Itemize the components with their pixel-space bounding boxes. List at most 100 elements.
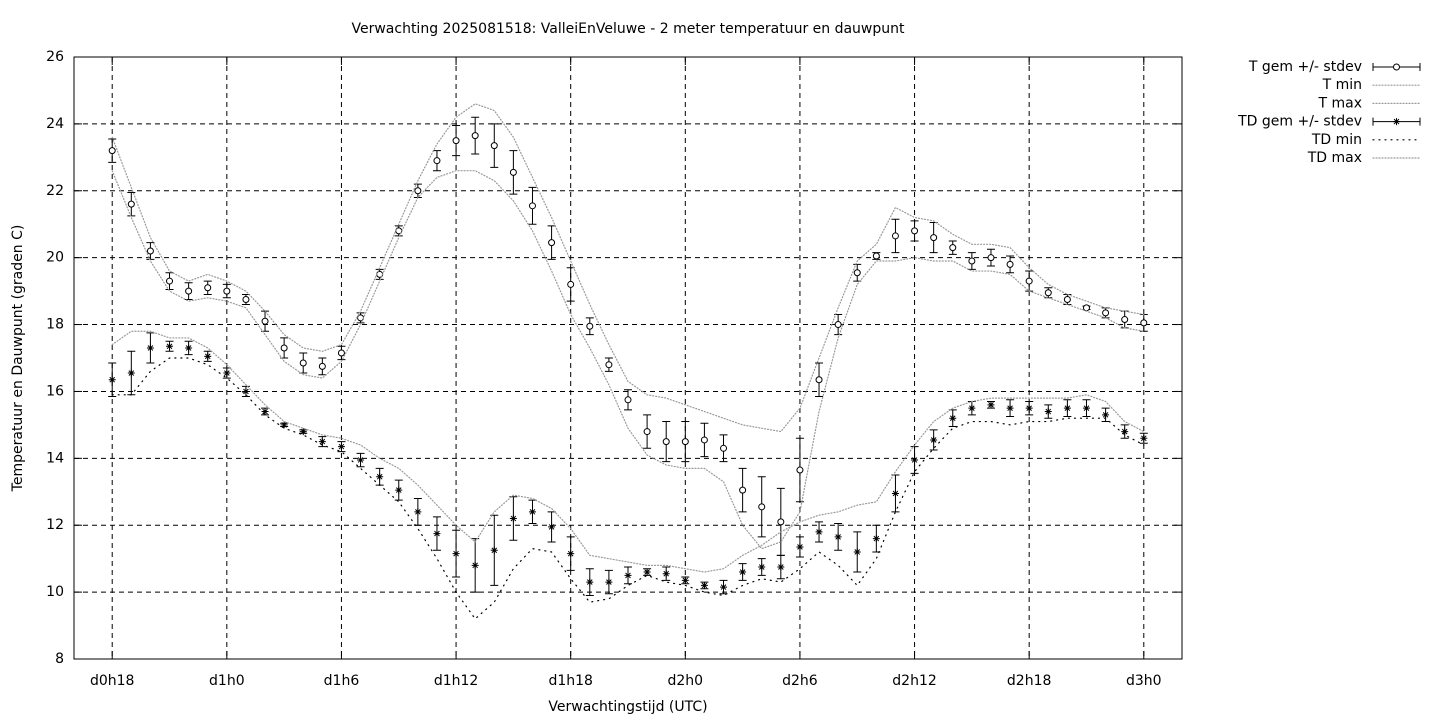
marker xyxy=(1025,404,1033,412)
y-tick-label: 8 xyxy=(55,651,64,667)
marker xyxy=(433,157,441,165)
marker xyxy=(1044,289,1052,297)
legend-marker xyxy=(1393,63,1400,71)
marker xyxy=(204,352,212,360)
marker xyxy=(1063,295,1071,303)
marker xyxy=(872,252,880,260)
marker xyxy=(357,456,365,464)
marker xyxy=(433,530,441,538)
series-line xyxy=(111,330,1145,573)
marker xyxy=(452,550,460,558)
x-tick-label: d1h0 xyxy=(209,673,245,689)
marker xyxy=(204,284,212,292)
y-tick-label: 26 xyxy=(46,49,64,65)
marker xyxy=(299,359,307,367)
legend-label: T gem +/- stdev xyxy=(1248,59,1362,75)
marker xyxy=(605,578,613,586)
marker xyxy=(146,247,154,255)
marker xyxy=(1044,408,1052,416)
marker xyxy=(509,168,517,176)
marker xyxy=(949,414,957,422)
marker xyxy=(223,369,231,377)
marker xyxy=(624,396,632,404)
y-tick-label: 10 xyxy=(46,584,64,600)
marker xyxy=(891,232,899,240)
marker xyxy=(720,444,728,452)
marker xyxy=(261,317,269,325)
x-axis-label: Verwachtingstijd (UTC) xyxy=(548,699,707,715)
marker xyxy=(548,239,556,247)
marker xyxy=(548,523,556,531)
legend-label: TD min xyxy=(1311,132,1362,148)
y-tick-label: 18 xyxy=(46,317,64,333)
chart-title: Verwachting 2025081518: ValleiEnVeluwe -… xyxy=(351,21,905,37)
marker xyxy=(376,473,384,481)
marker xyxy=(280,421,288,429)
marker xyxy=(509,515,517,523)
legend-marker xyxy=(1393,118,1400,126)
marker xyxy=(127,369,135,377)
marker xyxy=(796,466,804,474)
marker xyxy=(1063,404,1071,412)
marker xyxy=(337,349,345,357)
marker xyxy=(700,436,708,444)
marker xyxy=(166,342,174,350)
marker xyxy=(853,269,861,277)
marker xyxy=(930,436,938,444)
legend-label: TD gem +/- stdev xyxy=(1237,114,1362,130)
marker xyxy=(395,486,403,494)
y-tick-label: 20 xyxy=(46,250,64,266)
marker xyxy=(108,147,116,155)
marker xyxy=(1102,411,1110,419)
marker xyxy=(185,344,193,352)
marker xyxy=(586,322,594,330)
x-tick-label: d1h12 xyxy=(434,673,478,689)
y-axis-label: Temperatuur en Dauwpunt (graden C) xyxy=(10,225,26,493)
marker xyxy=(987,401,995,409)
marker xyxy=(624,571,632,579)
marker xyxy=(834,533,842,541)
marker xyxy=(299,428,307,436)
plot-frame xyxy=(73,56,1183,660)
marker xyxy=(471,561,479,569)
marker xyxy=(1102,309,1110,317)
marker xyxy=(662,438,670,446)
marker xyxy=(108,376,116,384)
marker xyxy=(853,548,861,556)
marker xyxy=(872,535,880,543)
marker xyxy=(414,508,422,516)
marker xyxy=(318,438,326,446)
x-tick-label: d1h6 xyxy=(324,673,360,689)
marker xyxy=(796,543,804,551)
marker xyxy=(643,568,651,576)
marker xyxy=(280,344,288,352)
marker xyxy=(242,295,250,303)
marker xyxy=(1082,404,1090,412)
marker xyxy=(758,503,766,511)
legend-label: TD max xyxy=(1307,150,1362,166)
marker xyxy=(1140,434,1148,442)
marker xyxy=(720,583,728,591)
marker xyxy=(490,546,498,554)
marker xyxy=(815,528,823,536)
marker xyxy=(261,408,269,416)
x-tick-label: d3h0 xyxy=(1126,673,1162,689)
x-tick-label: d0h18 xyxy=(90,673,134,689)
marker xyxy=(146,344,154,352)
marker xyxy=(739,568,747,576)
y-tick-label: 16 xyxy=(46,383,64,399)
x-tick-label: d2h6 xyxy=(782,673,818,689)
marker xyxy=(567,550,575,558)
legend-label: T min xyxy=(1322,77,1362,93)
x-tick-label: d2h12 xyxy=(892,673,936,689)
marker xyxy=(318,362,326,370)
marker xyxy=(911,456,919,464)
marker xyxy=(337,443,345,451)
marker xyxy=(1006,404,1014,412)
marker xyxy=(930,234,938,242)
marker xyxy=(1025,277,1033,285)
marker xyxy=(815,376,823,384)
marker xyxy=(242,387,250,395)
